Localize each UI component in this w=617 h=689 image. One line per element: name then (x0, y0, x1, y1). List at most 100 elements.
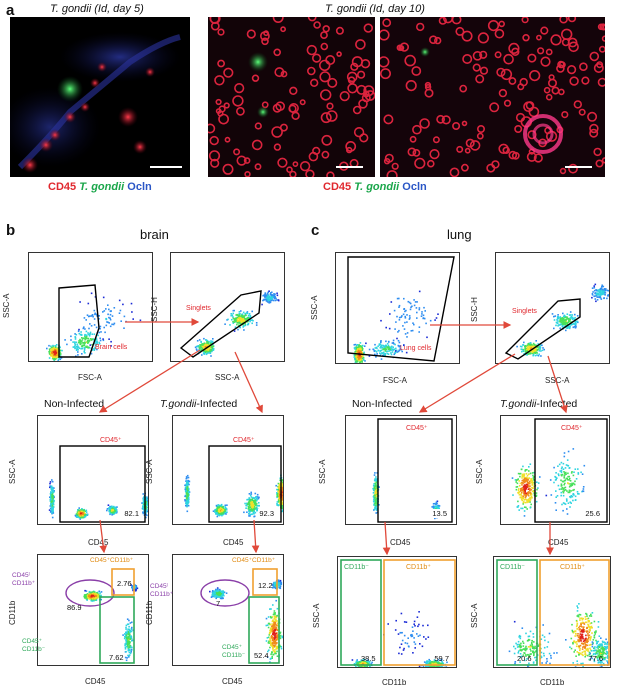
flow-event (116, 506, 118, 508)
flow-event (420, 315, 423, 317)
flow-event (93, 324, 96, 326)
flow-event (201, 354, 203, 356)
flow-event (139, 319, 142, 322)
flow-event (355, 358, 357, 360)
flow-event (272, 299, 275, 302)
flow-event (388, 346, 390, 348)
immune-cell (280, 26, 286, 33)
b-p6-v3: 52.4 (254, 651, 269, 660)
flow-event (238, 322, 240, 325)
flow-event (380, 344, 383, 347)
immune-cell (363, 23, 374, 33)
flow-event (52, 351, 55, 353)
flow-event (276, 647, 278, 649)
flow-event (533, 344, 536, 346)
flow-event (218, 594, 221, 596)
flow-event (381, 352, 384, 354)
flow-event (281, 635, 283, 638)
flow-event (52, 512, 55, 514)
flow-event (594, 292, 596, 295)
b-plot-inf-cd11b: 7 12.2 52.4 (172, 554, 284, 666)
flow-event (601, 290, 604, 293)
flow-event (216, 590, 219, 593)
flow-event (90, 325, 93, 327)
flow-event (373, 474, 376, 476)
flow-event (267, 294, 270, 297)
flow-event (279, 485, 281, 488)
flow-event (132, 318, 134, 320)
flow-event (378, 344, 381, 346)
flow-event (185, 476, 188, 478)
flow-event (389, 346, 391, 348)
flow-event (70, 335, 72, 338)
immune-cell (503, 53, 514, 65)
flow-event (253, 513, 255, 515)
immune-cell (479, 66, 489, 75)
immune-cell (347, 76, 356, 85)
flow-event (218, 592, 221, 595)
flow-event (94, 347, 96, 350)
flow-event (187, 504, 190, 507)
flow-event (272, 627, 275, 629)
flow-event (273, 638, 276, 641)
flow-event (283, 484, 284, 486)
flow-event (359, 346, 361, 348)
immune-cell (442, 17, 454, 24)
flow-event (96, 341, 98, 344)
flow-event (278, 491, 280, 493)
flow-event (81, 512, 83, 514)
flow-event (256, 505, 259, 507)
flow-event (217, 504, 219, 506)
flow-event (561, 317, 564, 319)
flow-event (271, 584, 274, 587)
flow-event (112, 507, 114, 510)
flow-event (143, 496, 145, 499)
c-p2-gate-label: Singlets (512, 308, 537, 315)
flow-event (272, 613, 275, 616)
flow-event (273, 585, 275, 588)
flow-event (372, 487, 374, 490)
b-p6-v1: 7 (216, 599, 221, 608)
flow-event (355, 362, 357, 363)
flow-event (97, 593, 99, 596)
flow-event (93, 349, 96, 351)
flow-event (252, 500, 255, 502)
flow-event (358, 344, 360, 347)
flow-event (126, 645, 129, 647)
flow-event (275, 635, 277, 637)
flow-event (126, 657, 128, 659)
flow-event (97, 334, 99, 337)
flow-event (90, 592, 93, 594)
flow-event (80, 510, 83, 513)
flow-event (270, 643, 272, 645)
c-p1-gate-label: Lung cells (400, 345, 432, 352)
flow-event (236, 316, 239, 319)
flow-event (113, 322, 116, 325)
flow-event (49, 350, 51, 352)
flow-event (365, 342, 367, 345)
flow-event (422, 317, 425, 319)
flow-event (356, 360, 359, 363)
flow-event (273, 586, 275, 589)
flow-event (278, 496, 280, 499)
flow-event (239, 312, 241, 315)
flow-event (269, 646, 271, 649)
flow-event (386, 343, 389, 345)
flow-event (273, 618, 276, 620)
flow-event (607, 289, 609, 292)
flow-event (81, 344, 84, 347)
flow-event (252, 496, 254, 499)
flow-event (556, 316, 559, 319)
flow-event (253, 509, 255, 511)
flow-event (54, 353, 56, 356)
flow-event (231, 318, 233, 321)
flow-event (363, 345, 366, 347)
flow-event (354, 343, 357, 346)
flow-event (125, 631, 127, 634)
flow-event (597, 296, 599, 298)
flow-event (522, 350, 525, 352)
flow-event (91, 592, 94, 595)
flow-event (423, 317, 426, 320)
flow-event (566, 326, 569, 328)
flow-event (409, 308, 412, 311)
